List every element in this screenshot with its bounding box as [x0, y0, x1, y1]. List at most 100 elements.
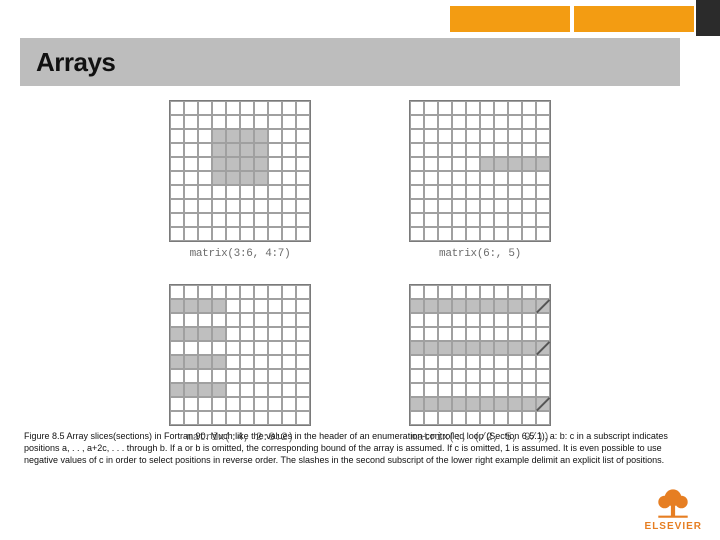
cell: [424, 213, 438, 227]
cell: [212, 129, 226, 143]
cell: [212, 355, 226, 369]
cell: [296, 143, 310, 157]
cell: [508, 313, 522, 327]
cell: [170, 143, 184, 157]
cell: [226, 341, 240, 355]
cell: [522, 369, 536, 383]
cell: [536, 313, 550, 327]
cell: [508, 185, 522, 199]
cell: [212, 227, 226, 241]
cell: [438, 171, 452, 185]
cell: [508, 397, 522, 411]
cell: [522, 185, 536, 199]
cell: [536, 143, 550, 157]
cell: [480, 369, 494, 383]
cell: [466, 213, 480, 227]
cell: [452, 299, 466, 313]
cell: [424, 157, 438, 171]
cell: [508, 369, 522, 383]
cell: [268, 355, 282, 369]
figure-caption: Figure 8.5 Array slices(sections) in For…: [24, 430, 696, 466]
cell: [254, 115, 268, 129]
cell: [508, 199, 522, 213]
grid-label-tr: matrix(6:, 5): [439, 248, 521, 260]
grid-br: [409, 284, 551, 426]
cell: [184, 227, 198, 241]
cell: [254, 355, 268, 369]
corner-dark: [696, 0, 720, 36]
cell: [494, 369, 508, 383]
cell: [466, 157, 480, 171]
cell: [296, 285, 310, 299]
cell: [282, 213, 296, 227]
cell: [198, 143, 212, 157]
cell: [296, 115, 310, 129]
cell: [198, 199, 212, 213]
cell: [424, 383, 438, 397]
cell: [296, 397, 310, 411]
cell: [522, 213, 536, 227]
cell: [198, 299, 212, 313]
cell: [494, 227, 508, 241]
cell: [508, 411, 522, 425]
cell: [466, 185, 480, 199]
cell: [452, 355, 466, 369]
diagram-area: matrix(3:6, 4:7)matrix(6:, 5)matrix(:4, …: [140, 100, 580, 444]
cell: [424, 313, 438, 327]
cell: [410, 143, 424, 157]
cell: [198, 397, 212, 411]
cell: [410, 383, 424, 397]
cell: [522, 227, 536, 241]
cell: [410, 369, 424, 383]
cell: [282, 341, 296, 355]
cell: [296, 299, 310, 313]
cell: [410, 185, 424, 199]
cell: [240, 341, 254, 355]
cell: [522, 285, 536, 299]
cell: [226, 101, 240, 115]
cell: [170, 115, 184, 129]
diagram-tr: matrix(6:, 5): [380, 100, 580, 260]
cell: [494, 299, 508, 313]
cell: [410, 157, 424, 171]
cell: [240, 185, 254, 199]
cell: [170, 369, 184, 383]
cell: [296, 199, 310, 213]
cell: [268, 327, 282, 341]
cell: [170, 341, 184, 355]
cell: [452, 411, 466, 425]
cell: [508, 299, 522, 313]
cell: [240, 199, 254, 213]
cell: [438, 285, 452, 299]
cell: [282, 199, 296, 213]
cell: [226, 143, 240, 157]
cell: [438, 129, 452, 143]
cell: [494, 213, 508, 227]
cell: [282, 355, 296, 369]
cell: [268, 185, 282, 199]
cell: [494, 355, 508, 369]
cell: [494, 341, 508, 355]
cell: [170, 285, 184, 299]
cell: [296, 171, 310, 185]
cell: [452, 397, 466, 411]
cell: [226, 411, 240, 425]
cell: [438, 411, 452, 425]
cell: [424, 115, 438, 129]
cell: [268, 383, 282, 397]
cell: [508, 143, 522, 157]
cell: [226, 115, 240, 129]
cell: [170, 383, 184, 397]
cell: [438, 383, 452, 397]
cell: [452, 199, 466, 213]
cell: [198, 157, 212, 171]
cell: [410, 341, 424, 355]
cell: [536, 285, 550, 299]
cell: [438, 143, 452, 157]
cell: [184, 213, 198, 227]
cell: [198, 101, 212, 115]
cell: [494, 199, 508, 213]
cell: [226, 327, 240, 341]
cell: [240, 369, 254, 383]
cell: [480, 115, 494, 129]
